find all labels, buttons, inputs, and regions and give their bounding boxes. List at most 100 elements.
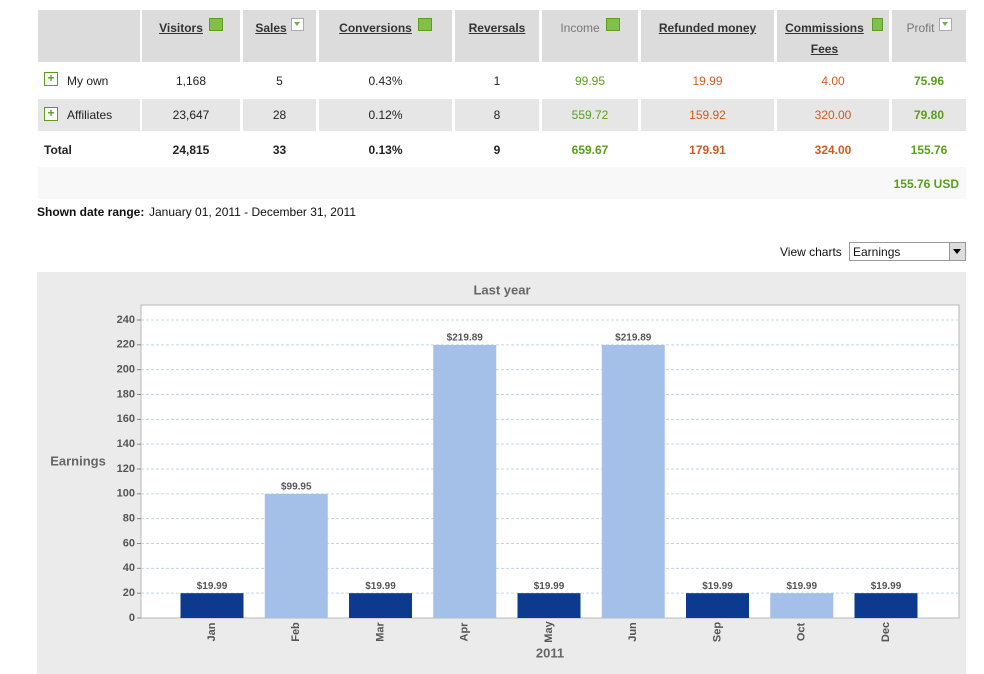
value-label: $219.89 [447,333,484,344]
view-charts-label: View charts [780,245,842,259]
y-tick-label: 40 [123,562,135,574]
bar [686,593,749,618]
table-cell: 324.00 [777,133,889,166]
bar [349,593,412,618]
table-cell: 0.13% [319,133,452,166]
header-text[interactable]: Reversals [468,21,526,35]
value-label: $19.99 [871,581,902,592]
table-cell: 659.67 [542,133,638,166]
bar [770,593,834,618]
y-tick-label: 200 [117,364,135,376]
bar [433,344,497,618]
value-label: $19.99 [702,581,733,592]
y-axis-label: Earnings [50,453,106,468]
table-cell: 1,168 [142,64,240,97]
help-icon[interactable] [605,18,620,31]
help-icon[interactable] [871,18,883,31]
table-footer [38,167,966,199]
value-label: $99.95 [281,482,312,493]
header-cell: Income [542,10,638,62]
chart-select[interactable]: Earnings [849,242,966,261]
help-icon[interactable] [208,18,223,31]
y-tick-label: 0 [129,612,135,624]
header-text[interactable]: Visitors [159,21,203,35]
x-tick-label: Apr [459,622,471,642]
bar [854,593,918,618]
x-tick-label: Sep [711,622,723,642]
header-text[interactable]: Refunded money [658,21,757,35]
header-text[interactable]: Conversions [339,21,412,35]
y-tick-label: 140 [117,438,135,450]
bar [517,593,581,618]
expand-icon[interactable]: + [44,72,58,86]
y-tick-label: 220 [117,339,135,351]
y-tick-label: 20 [123,587,135,599]
value-label: $19.99 [197,581,228,592]
y-tick-label: 60 [123,537,135,549]
table-cell: 155.76 [892,133,966,166]
header-cell: Visitors [142,10,240,62]
x-tick-label: Feb [290,622,302,642]
header-text[interactable]: Profit [906,21,935,35]
table-cell: 320.00 [777,99,889,131]
date-range-value: January 01, 2011 - December 31, 2011 [149,205,357,219]
header-cell: Profit [892,10,966,62]
table-cell: 0.43% [319,64,452,97]
table-cell: 79.80 [892,99,966,131]
table-cell: 99.95 [542,64,638,97]
bar [264,493,328,618]
bar [180,593,244,618]
header-cell: Commissions Fees [777,10,889,62]
header-text[interactable]: Income [560,21,600,35]
table-cell: 9 [455,133,539,166]
chart-select-value: Earnings [853,245,901,259]
x-tick-label: Mar [374,622,386,642]
table-cell: 23,647 [142,99,240,131]
y-tick-label: 80 [123,513,135,525]
table-cell: 8 [455,99,539,131]
header-cell: Reversals [455,10,539,62]
grand-total: 155.76 USD [893,177,959,191]
table-cell: 559.72 [542,99,638,131]
header-cell [38,10,140,62]
y-tick-label: 240 [117,314,135,326]
header-text[interactable]: Sales [255,21,287,35]
value-label: $19.99 [786,581,817,592]
select-arrow [949,243,965,260]
x-tick-label: Jan [206,622,218,641]
header-text[interactable]: Commissions Fees [785,21,864,56]
table-cell: Total [38,133,140,166]
table-cell: 1 [455,64,539,97]
table-cell: 0.12% [319,99,452,131]
table-cell: 28 [243,99,316,131]
table-cell: 19.99 [641,64,774,97]
table-cell: 4.00 [777,64,889,97]
x-tick-label: May [543,620,555,642]
header-cell: Sales [243,10,316,62]
date-range-label: Shown date range: [37,205,145,219]
table-cell: 33 [243,133,316,166]
x-axis-label: 2011 [536,645,564,660]
bar [601,344,665,618]
value-label: $19.99 [534,581,565,592]
x-tick-label: Oct [796,622,808,641]
value-label: $219.89 [615,333,652,344]
x-tick-label: Jun [627,622,639,642]
y-tick-label: 180 [117,388,135,400]
value-label: $19.99 [365,581,396,592]
sort-icon[interactable] [938,18,952,31]
chart-title: Last year [473,282,530,297]
help-icon[interactable] [417,18,432,31]
expand-icon[interactable]: + [44,107,58,121]
table-cell: 159.92 [641,99,774,131]
table-cell: 5 [243,64,316,97]
table-cell: 75.96 [892,64,966,97]
y-tick-label: 100 [117,488,135,500]
table-cell: 24,815 [142,133,240,166]
plot-area [140,304,960,619]
sort-icon[interactable] [290,18,304,31]
header-cell: Refunded money [641,10,774,62]
y-tick-label: 120 [117,463,135,475]
